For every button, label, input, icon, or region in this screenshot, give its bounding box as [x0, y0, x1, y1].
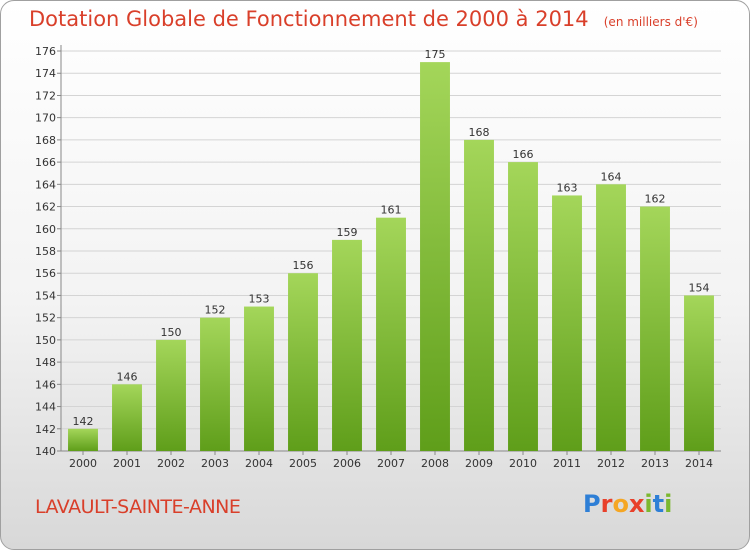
bar — [640, 206, 670, 451]
x-tick-label: 2004 — [245, 457, 273, 470]
y-tick-label: 140 — [35, 445, 56, 458]
logo-letter: i — [644, 490, 653, 518]
y-tick-label: 166 — [35, 156, 56, 169]
bar-value-label: 150 — [161, 326, 182, 339]
bar — [68, 428, 98, 451]
y-tick-label: 172 — [35, 89, 56, 102]
bar — [420, 62, 450, 451]
logo-letter: i — [664, 490, 673, 518]
bar — [376, 217, 406, 451]
chart-title: Dotation Globale de Fonctionnement de 20… — [29, 7, 589, 31]
logo-letter: o — [612, 490, 629, 518]
y-tick-label: 156 — [35, 267, 56, 280]
y-tick-label: 144 — [35, 401, 56, 414]
bar-value-label: 146 — [117, 370, 138, 383]
y-tick-label: 154 — [35, 289, 56, 302]
bar — [596, 184, 626, 452]
x-tick-label: 2012 — [597, 457, 625, 470]
y-tick-label: 142 — [35, 423, 56, 436]
title-row: Dotation Globale de Fonctionnement de 20… — [29, 7, 698, 31]
y-tick-label: 146 — [35, 378, 56, 391]
bar — [288, 273, 318, 451]
bar-value-label: 156 — [293, 259, 314, 272]
commune-name: LAVAULT-SAINTE-ANNE — [35, 496, 241, 518]
bar — [244, 306, 274, 451]
x-tick-label: 2010 — [509, 457, 537, 470]
bar — [464, 139, 494, 451]
bar — [332, 239, 362, 451]
bar-value-label: 153 — [249, 293, 270, 306]
bar-value-label: 159 — [337, 226, 358, 239]
bar-value-label: 162 — [645, 193, 666, 206]
x-tick-label: 2009 — [465, 457, 493, 470]
logo-letter: r — [600, 490, 613, 518]
y-tick-label: 148 — [35, 356, 56, 369]
bar-value-label: 142 — [73, 415, 94, 428]
bar — [112, 384, 142, 451]
bar-value-label: 161 — [381, 204, 402, 217]
bar — [508, 162, 538, 451]
y-tick-label: 158 — [35, 245, 56, 258]
y-tick-label: 160 — [35, 223, 56, 236]
y-tick-label: 170 — [35, 112, 56, 125]
y-tick-label: 150 — [35, 334, 56, 347]
y-tick-label: 168 — [35, 134, 56, 147]
y-tick-label: 174 — [35, 67, 56, 80]
label-layer: 142 2000 146 2001 150 2002 152 2003 153 2004 156 20… — [69, 48, 713, 470]
bar — [156, 339, 186, 451]
x-tick-label: 2008 — [421, 457, 449, 470]
x-tick-label: 2000 — [69, 457, 97, 470]
logo-letter: t — [652, 490, 665, 518]
x-tick-label: 2013 — [641, 457, 669, 470]
x-tick-label: 2003 — [201, 457, 229, 470]
bar — [552, 195, 582, 451]
bar-layer — [68, 62, 714, 452]
y-tick-label: 176 — [35, 45, 56, 58]
logo-letter: x — [628, 490, 645, 518]
x-tick-label: 2014 — [685, 457, 713, 470]
bar-value-label: 152 — [205, 304, 226, 317]
y-tick-label: 164 — [35, 178, 56, 191]
x-tick-label: 2005 — [289, 457, 317, 470]
bar — [200, 317, 230, 451]
y-tick-label: 152 — [35, 312, 56, 325]
x-tick-label: 2002 — [157, 457, 185, 470]
bar-value-label: 166 — [513, 148, 534, 161]
bar-value-label: 168 — [469, 126, 490, 139]
logo-letter: P — [583, 490, 601, 518]
x-tick-label: 2006 — [333, 457, 361, 470]
bar — [684, 295, 714, 451]
bar-value-label: 163 — [557, 181, 578, 194]
bar-value-label: 154 — [689, 281, 710, 294]
x-tick-label: 2011 — [553, 457, 581, 470]
axis-layer: 140 142 144 146 148 150 152 154 156 158 160 162 164 1… — [35, 45, 721, 458]
bar-value-label: 164 — [601, 170, 622, 183]
x-tick-label: 2001 — [113, 457, 141, 470]
x-tick-label: 2007 — [377, 457, 405, 470]
chart-unit: (en milliers d'€) — [603, 15, 698, 29]
y-tick-label: 162 — [35, 201, 56, 214]
proxiti-logo: Proxiti — [583, 490, 672, 518]
bar-value-label: 175 — [425, 48, 446, 61]
